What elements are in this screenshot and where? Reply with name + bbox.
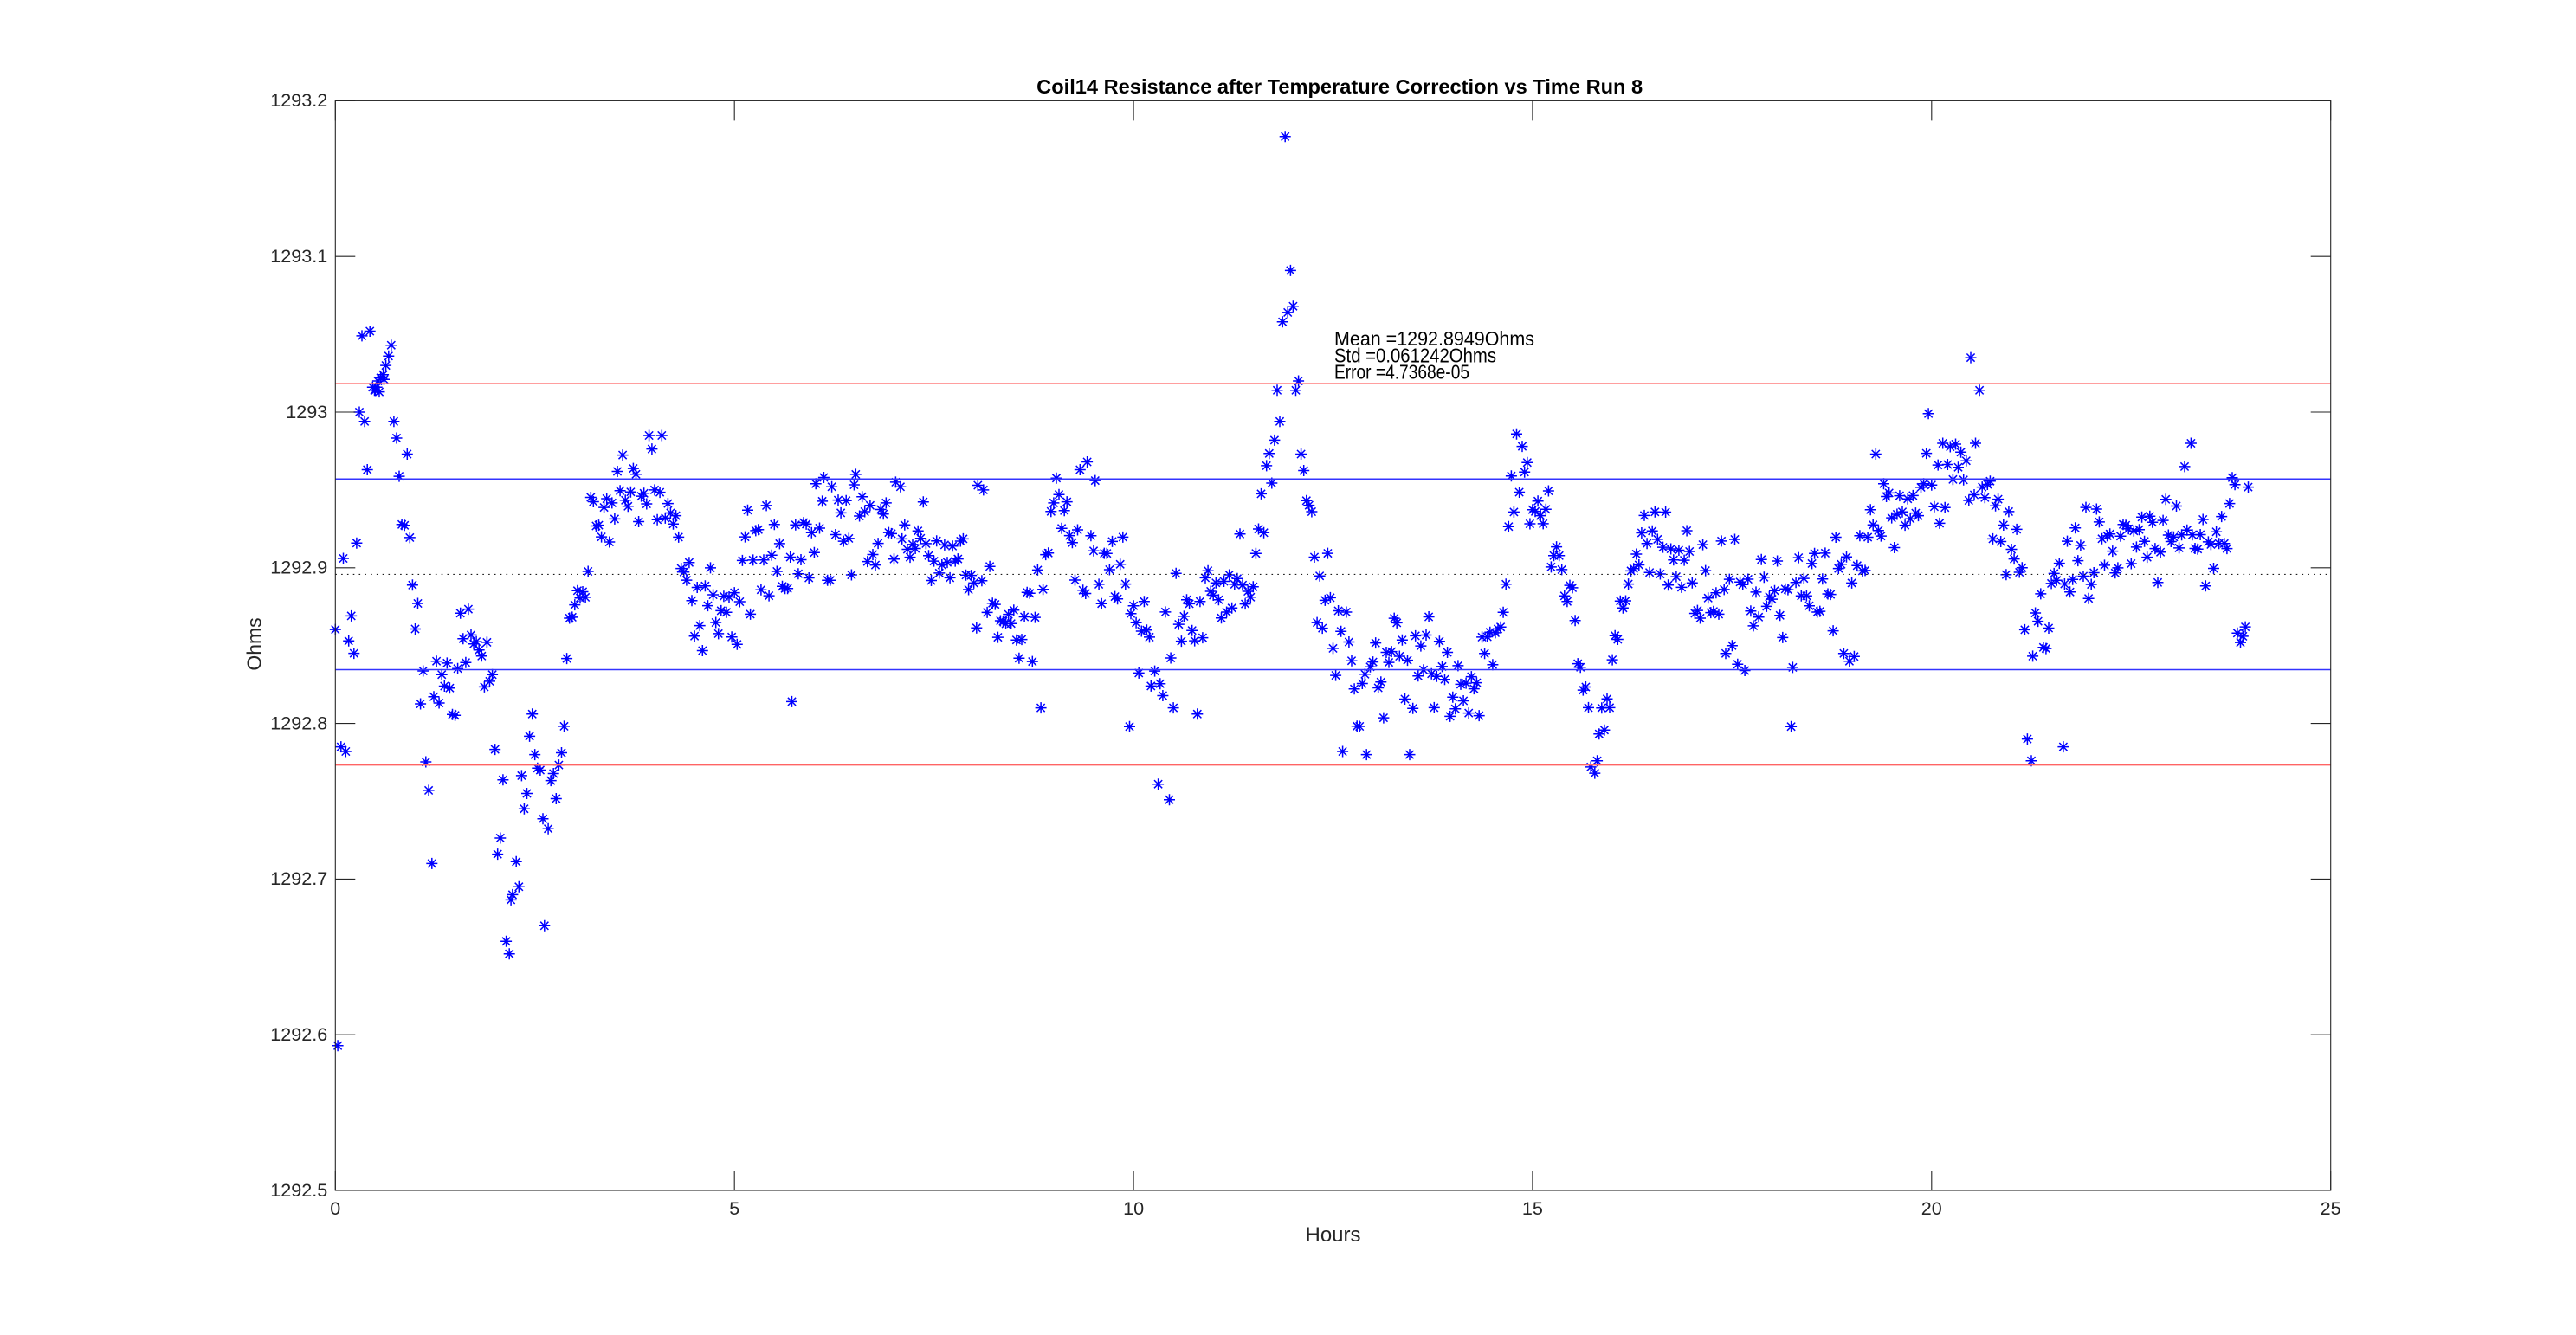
svg-text:5: 5 — [729, 1197, 739, 1219]
svg-text:Coil14 Resistance after Temper: Coil14 Resistance after Temperature Corr… — [1036, 75, 1643, 98]
svg-text:1293: 1293 — [286, 401, 327, 422]
svg-text:1292.7: 1292.7 — [270, 867, 327, 889]
svg-text:1292.8: 1292.8 — [270, 712, 327, 733]
svg-text:0: 0 — [330, 1197, 340, 1219]
svg-text:Error =4.7368e-05: Error =4.7368e-05 — [1334, 361, 1469, 384]
svg-text:25: 25 — [2321, 1197, 2341, 1219]
svg-text:Mean =1292.8949Ohms: Mean =1292.8949Ohms — [1334, 327, 1534, 350]
svg-text:1292.6: 1292.6 — [270, 1023, 327, 1045]
svg-text:Ohms: Ohms — [243, 617, 266, 670]
svg-text:1293.2: 1293.2 — [270, 89, 327, 111]
svg-text:20: 20 — [1921, 1197, 1942, 1219]
svg-text:1292.9: 1292.9 — [270, 557, 327, 578]
svg-text:1293.1: 1293.1 — [270, 245, 327, 267]
svg-text:1292.5: 1292.5 — [270, 1179, 327, 1201]
svg-text:Std =0.061242Ohms: Std =0.061242Ohms — [1334, 345, 1496, 367]
svg-text:Hours: Hours — [1305, 1223, 1360, 1247]
svg-text:10: 10 — [1123, 1197, 1144, 1219]
svg-text:15: 15 — [1522, 1197, 1543, 1219]
